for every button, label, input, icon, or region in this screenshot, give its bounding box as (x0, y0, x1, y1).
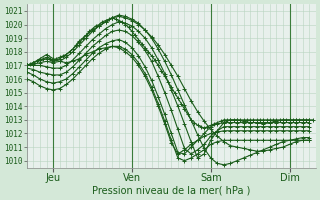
X-axis label: Pression niveau de la mer( hPa ): Pression niveau de la mer( hPa ) (92, 186, 251, 196)
